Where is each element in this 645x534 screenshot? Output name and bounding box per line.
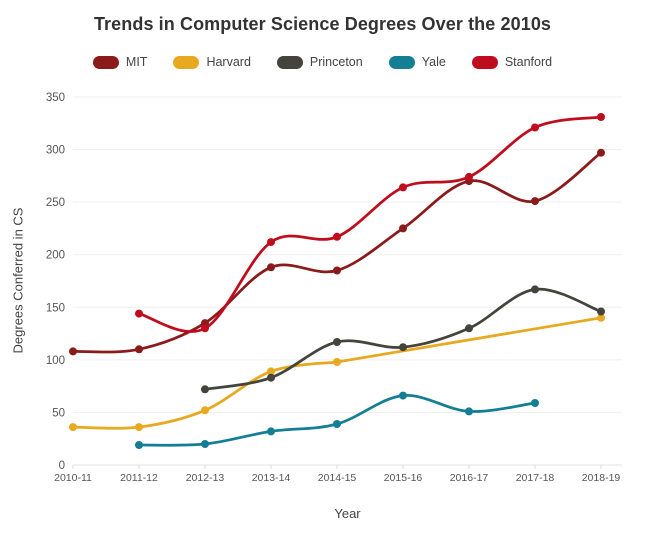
data-point-stanford [267,238,275,247]
legend-label: Stanford [504,55,553,69]
data-point-mit [333,266,341,275]
legend-swatch-icon [471,55,498,69]
data-point-stanford [465,172,473,181]
data-point-princeton [465,324,473,333]
legend-swatch-icon [276,55,303,69]
x-tick-label: 2016-17 [450,472,489,484]
x-axis-title: Year [334,506,361,521]
legend-item-yale[interactable]: Yale [388,55,446,69]
data-point-mit [531,197,539,206]
y-tick-label: 0 [59,460,65,472]
data-point-mit [135,345,143,354]
series-line-stanford [137,115,603,333]
legend-item-mit[interactable]: MIT [92,55,148,69]
data-point-stanford [597,113,605,121]
y-tick-label: 300 [46,145,65,157]
data-point-stanford [201,324,209,333]
data-point-princeton [531,285,539,294]
legend-label: Princeton [309,55,363,69]
series-line-harvard [71,316,603,430]
data-point-yale [465,407,473,416]
data-point-princeton [333,338,341,346]
x-tick-label: 2012-13 [186,472,225,484]
data-point-mit [597,148,605,157]
data-point-harvard [267,367,275,376]
legend-item-stanford[interactable]: Stanford [471,55,553,69]
x-tick-label: 2014-15 [318,472,357,484]
data-point-yale [201,440,209,448]
x-tick-label: 2015-16 [384,472,423,484]
data-point-stanford [135,309,143,318]
x-tick-label: 2018-19 [582,472,621,484]
legend: MIT Harvard Princeton Yale Stanford [0,53,645,71]
data-point-yale [333,420,341,428]
data-point-harvard [201,406,209,415]
data-point-yale [135,441,143,449]
chart-title: Trends in Computer Science Degrees Over … [93,14,552,34]
y-tick-label: 100 [46,355,65,367]
data-point-harvard [597,313,605,322]
series-line-mit [71,151,603,354]
legend-item-harvard[interactable]: Harvard [173,55,251,69]
y-tick-label: 250 [46,197,65,209]
x-tick-label: 2011-12 [120,472,158,484]
legend-label: MIT [125,55,148,69]
data-point-harvard [135,423,143,432]
data-point-princeton [201,385,209,394]
data-point-princeton [399,343,407,352]
legend-item-princeton[interactable]: Princeton [276,55,363,69]
x-tick-label: 2013-14 [252,472,291,484]
legend-swatch-icon [92,55,119,69]
data-point-harvard [333,358,341,366]
legend-label: Harvard [206,55,251,69]
data-point-princeton [597,307,605,316]
x-tick-label: 2017-18 [516,472,555,484]
data-point-harvard [69,423,77,432]
legend-swatch-icon [173,55,200,69]
data-point-mit [69,347,77,356]
legend-label: Yale [421,55,446,69]
data-point-mit [267,263,275,272]
data-point-princeton [267,373,275,382]
y-tick-label: 350 [46,92,65,104]
data-point-stanford [531,123,539,132]
y-tick-label: 200 [46,250,65,262]
data-point-mit [399,224,407,233]
data-point-stanford [333,232,341,241]
data-point-yale [399,391,407,400]
data-point-yale [267,427,275,436]
x-tick-label: 2010-11 [54,472,92,484]
y-tick-label: 50 [52,407,65,419]
legend-swatch-icon [388,55,415,69]
y-tick-label: 150 [46,302,65,314]
data-point-yale [531,399,539,407]
data-point-stanford [399,183,407,192]
